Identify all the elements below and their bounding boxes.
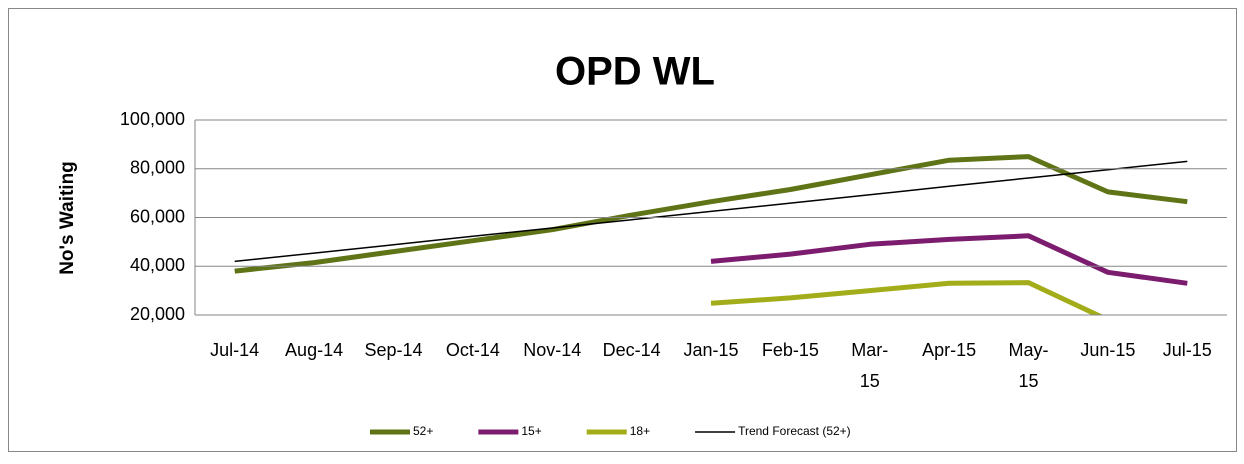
x-tick-label: Mar-15 [851, 340, 888, 391]
y-tick-label: 40,000 [130, 255, 185, 275]
x-tick-label: May-15 [1009, 340, 1049, 391]
series-line [710, 280, 1104, 315]
chart-title: OPD WL [555, 50, 715, 94]
x-tick-label: Apr-15 [922, 340, 976, 360]
legend-label: 52+ [413, 424, 433, 438]
legend-label: 18+ [630, 424, 650, 438]
x-tick-label: Oct-14 [446, 340, 500, 360]
y-tick-label: 100,000 [120, 109, 185, 129]
x-tick-label: Feb-15 [762, 340, 819, 360]
series-line [234, 160, 1188, 263]
chart-border [8, 8, 1237, 452]
legend-label: Trend Forecast (52+) [738, 424, 851, 438]
x-tick-label: Nov-14 [523, 340, 581, 360]
y-tick-label: 60,000 [130, 206, 185, 226]
x-tick-label: Jun-15 [1080, 340, 1135, 360]
y-tick-label: 20,000 [130, 304, 185, 324]
series-line [234, 154, 1188, 274]
series-line [710, 233, 1188, 286]
y-axis-label: No's Waiting [57, 161, 78, 275]
plot-lines [234, 154, 1188, 315]
legend-label: 15+ [521, 424, 541, 438]
x-tick-label: Sep-14 [364, 340, 422, 360]
x-tick-label: Jul-14 [210, 340, 259, 360]
x-tick-label: Jul-15 [1163, 340, 1212, 360]
x-tick-label: Dec-14 [603, 340, 661, 360]
y-tick-label: 80,000 [130, 158, 185, 178]
x-tick-label: Jan-15 [683, 340, 738, 360]
x-tick-label: Aug-14 [285, 340, 343, 360]
